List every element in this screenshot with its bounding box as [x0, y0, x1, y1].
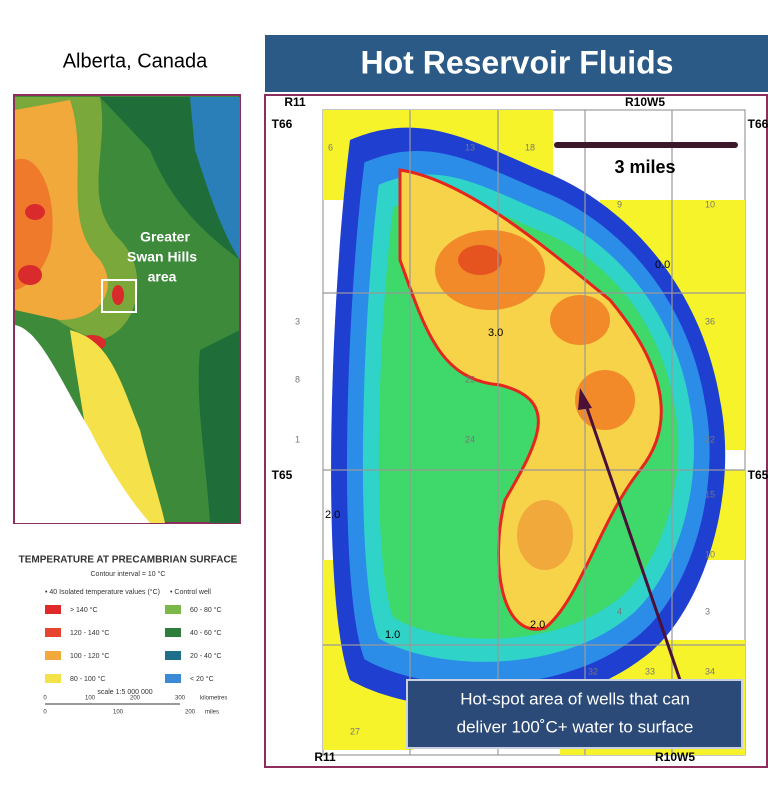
section-number: 36	[705, 316, 715, 326]
range-label: R10W5	[655, 750, 695, 764]
title-bar	[265, 35, 768, 92]
callout-box	[406, 679, 743, 749]
township-label: T66	[272, 117, 293, 131]
section-number: 27	[350, 726, 360, 736]
section-number: 6	[328, 142, 333, 152]
legend-class: 80 - 100 °C	[70, 675, 106, 683]
range-label: R10W5	[625, 95, 665, 109]
scale-label: scale 1:5 000 000	[97, 689, 152, 696]
township-label: T65	[272, 468, 293, 482]
legend: TEMPERATURE AT PRECAMBRIAN SURFACE Conto…	[19, 555, 238, 716]
contour-label: 3.0	[488, 327, 503, 339]
left-map: Greater Swan Hills area	[13, 94, 241, 524]
legend-class: 20 - 40 °C	[190, 652, 222, 660]
township-label: T65	[748, 468, 768, 482]
contour-label: 0.0	[655, 259, 670, 271]
section-number: 8	[295, 374, 300, 384]
section-number: 25	[465, 374, 475, 384]
scale-label: 3 miles	[614, 157, 675, 177]
legend-symbol: • Control well	[170, 589, 211, 596]
section-number: 32	[588, 666, 598, 676]
township-label: T66	[748, 117, 768, 131]
section-number: 33	[645, 666, 655, 676]
mile-tick: miles	[205, 710, 219, 716]
km-tick: 100	[85, 696, 96, 702]
left-caption: Alberta, Canada	[63, 50, 208, 72]
callout-text: Hot-spot area of wells that can	[460, 689, 690, 708]
legend-subtitle: Contour interval = 10 °C	[91, 570, 166, 578]
legend-symbol: • 40 Isolated temperature values (°C)	[45, 588, 160, 596]
legend-class: 100 - 120 °C	[70, 652, 109, 660]
right-map: 3 miles R11 R10W5 R11 R10W5 T66 T66 T65 …	[264, 94, 768, 768]
callout-text: deliver 100˚C+ water to surface	[457, 717, 694, 736]
legend-class: 40 - 60 °C	[190, 629, 222, 637]
legend-class: 120 - 140 °C	[70, 629, 109, 637]
section-number: 3	[295, 316, 300, 326]
section-number: 13	[465, 142, 475, 152]
mile-tick: 100	[113, 710, 124, 716]
section-number: 18	[525, 142, 535, 152]
area-label: Swan Hills	[127, 249, 197, 265]
range-label: R11	[284, 95, 306, 109]
section-number: 10	[705, 199, 715, 209]
legend-class: > 140 °C	[70, 606, 98, 614]
title: Hot Reservoir Fluids	[361, 44, 674, 80]
legend-class: < 20 °C	[190, 675, 214, 683]
legend-class: 60 - 80 °C	[190, 606, 222, 614]
mile-tick: 0	[43, 710, 47, 716]
section-number: 22	[705, 434, 715, 444]
section-number: 34	[705, 666, 715, 676]
contour-label: 2.0	[530, 619, 545, 631]
section-number: 1	[295, 434, 300, 444]
km-tick: kilometres	[200, 696, 227, 702]
contour-label: 2.0	[325, 509, 340, 521]
section-number: 9	[617, 199, 622, 209]
mile-tick: 200	[185, 710, 196, 716]
section-number: 4	[617, 606, 622, 616]
section-number: 24	[465, 434, 475, 444]
area-label: area	[148, 269, 177, 285]
km-tick: 300	[175, 696, 186, 702]
section-number: 10	[705, 549, 715, 559]
range-label: R11	[314, 750, 336, 764]
section-number: 15	[705, 489, 715, 499]
area-label: Greater	[140, 229, 190, 245]
legend-title: TEMPERATURE AT PRECAMBRIAN SURFACE	[19, 555, 238, 566]
km-tick: 0	[43, 696, 47, 702]
contour-label: 1.0	[385, 629, 400, 641]
section-number: 3	[705, 606, 710, 616]
km-tick: 200	[130, 696, 141, 702]
